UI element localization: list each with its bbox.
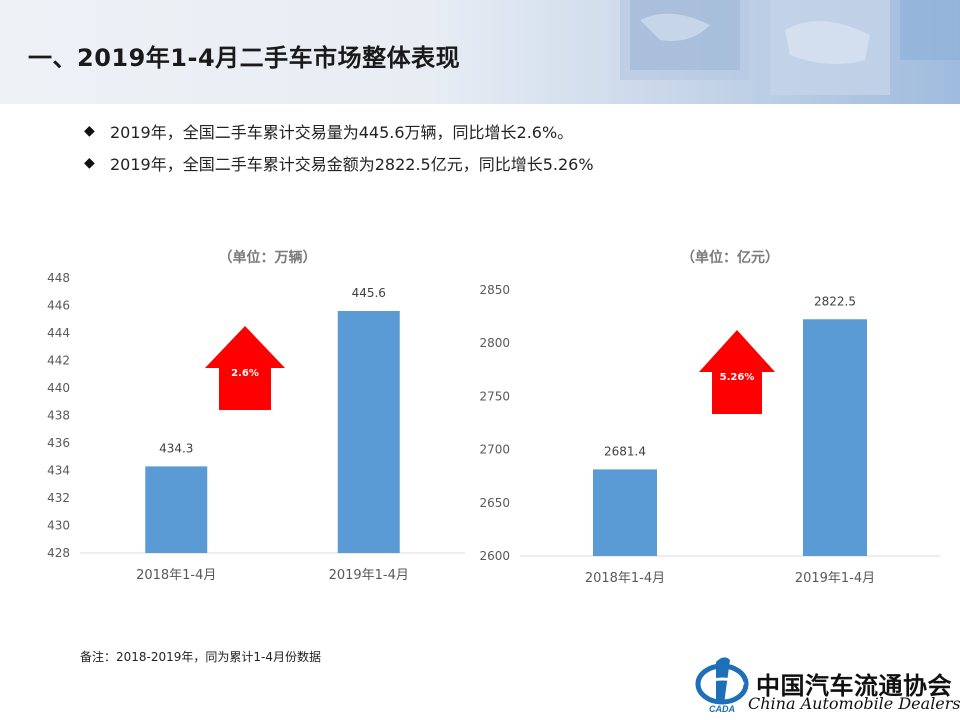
bullet-item-amount: ◆ 2019年，全国二手车累计交易金额为2822.5亿元，同比增长5.26%: [84, 152, 594, 174]
data-label: 2822.5: [814, 294, 856, 308]
volume-chart-svg: （单位：万辆） 428 430 432 434 436 438 440 442 444 446 448…: [47, 249, 465, 583]
up-arrow-icon: [205, 326, 285, 410]
category-label: 2018年1-4月: [585, 571, 665, 586]
bullet-item-volume: ◆ 2019年，全国二手车累计交易量为445.6万辆，同比增长2.6%。: [84, 120, 594, 142]
data-label: 2681.4: [604, 444, 646, 458]
growth-rate-label: 5.26%: [720, 372, 755, 383]
y-tick-label: 2800: [479, 336, 510, 350]
category-label: 2019年1-4月: [329, 568, 409, 583]
page-title: 一、2019年1-4月二手车市场整体表现: [28, 44, 461, 72]
chart-unit-label: （单位：亿元）: [681, 249, 779, 266]
y-tick-label: 428: [47, 546, 70, 560]
header-banner: 一、2019年1-4月二手车市场整体表现: [0, 0, 960, 104]
svg-text:CADA: CADA: [709, 704, 735, 714]
y-tick-label: 2850: [479, 283, 510, 297]
diamond-bullet-icon: ◆: [84, 123, 95, 139]
y-tick-label: 440: [47, 381, 70, 395]
amount-bar-chart: （单位：亿元） 2600 2650 2700 2750 2800 2850 2681.4 201…: [479, 230, 960, 600]
data-label: 434.3: [159, 441, 193, 455]
y-tick-label: 432: [47, 491, 70, 505]
bar-0: [145, 466, 208, 553]
bullet-text: 2019年，全国二手车累计交易金额为2822.5亿元，同比增长5.26%: [110, 155, 594, 174]
footnote: 备注：2018-2019年，同为累计1-4月份数据: [80, 650, 322, 664]
diamond-bullet-icon: ◆: [84, 155, 95, 171]
bullet-list: ◆ 2019年，全国二手车累计交易量为445.6万辆，同比增长2.6%。 ◆ 2…: [84, 120, 594, 184]
y-tick-label: 442: [47, 354, 70, 368]
y-tick-label: 438: [47, 409, 70, 423]
y-tick-label: 436: [47, 436, 70, 450]
growth-rate-label: 2.6%: [231, 368, 259, 379]
up-arrow-icon: [699, 330, 775, 414]
bar-0: [593, 469, 657, 556]
bar-1: [803, 319, 867, 556]
data-label: 445.6: [352, 286, 386, 300]
logo-english-name: China Automobile Dealers: [748, 694, 960, 713]
bar-1: [337, 311, 400, 553]
amount-chart-svg: （单位：亿元） 2600 2650 2700 2750 2800 2850 2681.4 201…: [479, 249, 940, 586]
y-tick-label: 444: [47, 326, 70, 340]
header-decoration-image: [620, 0, 960, 95]
y-tick-label: 2700: [479, 443, 510, 457]
y-tick-label: 430: [47, 519, 70, 533]
volume-bar-chart: （单位：万辆） 428 430 432 434 436 438 440 442 444 446 448…: [0, 230, 480, 600]
category-label: 2019年1-4月: [795, 571, 875, 586]
logo-chinese-name: 中国汽车流通协会: [756, 672, 952, 700]
chart-unit-label: （单位：万辆）: [219, 249, 317, 266]
y-tick-label: 2600: [479, 549, 510, 563]
y-tick-label: 2650: [479, 496, 510, 510]
y-tick-label: 434: [47, 464, 70, 478]
bullet-text: 2019年，全国二手车累计交易量为445.6万辆，同比增长2.6%。: [110, 123, 574, 142]
cada-emblem-icon: CADA: [695, 657, 749, 714]
association-logo: CADA 中国汽车流通协会 China Automobile Dealers: [694, 654, 960, 714]
y-tick-label: 448: [47, 271, 70, 285]
category-label: 2018年1-4月: [136, 568, 216, 583]
y-tick-label: 2750: [479, 389, 510, 403]
y-tick-label: 446: [47, 299, 70, 313]
